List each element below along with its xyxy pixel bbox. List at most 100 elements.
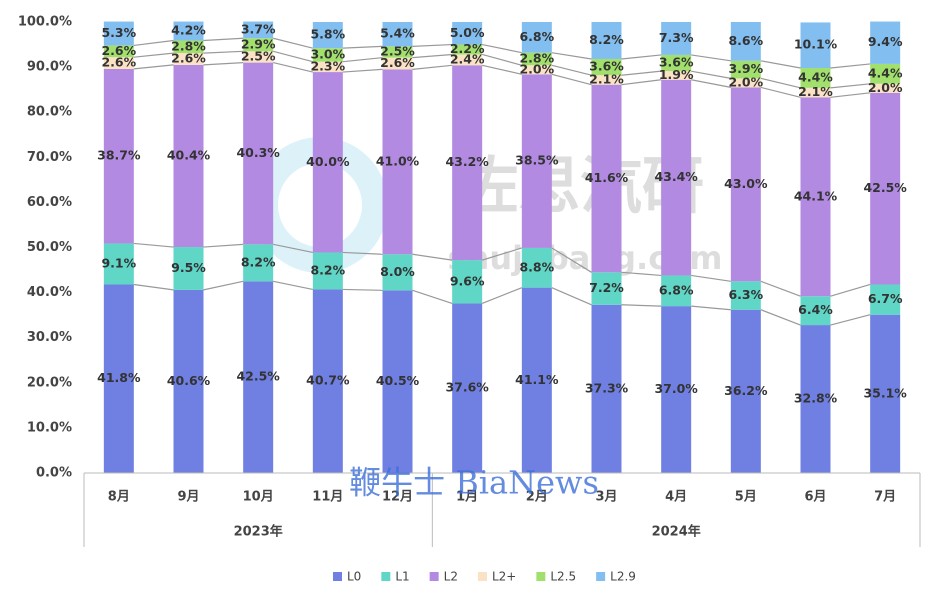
bar-segment [521,247,552,288]
bar-segment [521,52,552,66]
value-label: 2.6% [171,50,206,65]
bar-segment [243,244,274,282]
value-label: 2.6% [101,43,136,58]
bar-segment [661,71,692,80]
bar-segment [452,22,483,45]
bar-segment [800,22,831,69]
legend-label: L2+ [492,570,516,584]
value-label: 9.1% [101,255,136,270]
bar-segment [382,46,413,58]
legend-label: L2.9 [610,570,636,584]
value-label: 2.6% [101,55,136,70]
y-tick-label: 90.0% [27,60,72,75]
legend-swatch [477,572,487,581]
bar-segment [243,38,274,52]
bar-segment [591,22,622,59]
connector-line [133,242,174,248]
connector-line [203,243,244,248]
bar-segment [243,281,274,473]
connector-line [273,62,313,73]
legend-swatch [596,572,606,581]
legend-swatch [429,572,439,581]
bar-segment [173,53,204,65]
bar-segment [870,284,901,315]
bar-segment [103,57,134,69]
bar-segment [103,21,134,46]
connector-line [412,289,453,304]
bar-segment [800,296,831,326]
value-label: 2.8% [519,50,554,65]
connector-line [342,288,383,291]
bar-segment [591,272,622,305]
value-label: 2.5% [380,43,415,58]
bar-segment [870,83,901,93]
bar-segment [382,254,413,291]
connector-line [481,247,523,261]
bar-segment [382,290,413,473]
value-label: 3.7% [241,21,276,36]
connector-line [342,57,383,63]
bar-segment [870,63,901,84]
connector-line [273,50,313,63]
value-label: 36.2% [724,383,768,398]
value-label: 5.3% [101,25,136,40]
bar-segment [521,74,552,248]
connector-line [481,287,523,304]
value-label: 5.0% [450,25,485,40]
value-label: 8.2% [310,262,345,277]
connector-line [830,63,871,69]
connector-line [760,60,801,69]
connector-line [342,251,383,255]
value-label: 2.1% [589,71,624,86]
value-label: 43.4% [654,169,698,184]
legend-label: L2.5 [550,570,576,584]
value-label: 41.6% [585,170,629,185]
value-label: 40.7% [306,373,350,388]
value-label: 3.6% [589,59,624,74]
value-label: 5.8% [310,27,345,42]
value-label: 8.6% [728,33,763,48]
value-label: 43.0% [724,176,768,191]
connector-line [691,54,731,62]
connector-line [760,280,801,297]
value-label: 2.8% [171,38,206,53]
x-tick-label: 4月 [665,490,687,505]
value-label: 2.6% [380,55,415,70]
bar-segment [243,21,274,39]
connector-line [203,50,244,54]
bar-segment [452,65,483,261]
value-label: 42.5% [236,369,280,384]
legend-swatch [536,572,546,581]
connector-line [621,304,662,307]
group-label: 2023年 [234,524,283,540]
x-tick-label: 9月 [177,490,199,505]
connector-line [621,79,662,86]
value-label: 37.3% [585,380,629,395]
value-label: 41.1% [515,372,559,387]
bar-segment [800,87,831,98]
bar-segment [521,287,552,473]
value-label: 2.0% [868,80,903,95]
value-label: 1.9% [659,67,694,82]
legend-label: L1 [395,570,409,584]
connector-line [482,53,522,66]
connector-line [412,43,453,47]
bar-segment [730,60,761,79]
connector-line [482,43,522,54]
x-tick-label: 6月 [804,490,826,505]
bar-segment [730,309,761,473]
y-tick-label: 0.0% [36,466,72,481]
bar-segment [730,22,761,61]
connector-line [133,64,174,70]
value-label: 41.0% [376,153,420,168]
bar-segment [661,79,692,276]
x-tick-label: 5月 [735,490,757,505]
bar-segment [800,68,831,88]
value-label: 8.2% [589,32,624,47]
value-label: 37.0% [654,381,698,396]
x-tick-label: 8月 [108,490,130,505]
connector-line [133,39,174,47]
y-tick-label: 30.0% [27,330,72,345]
connector-line [412,53,453,59]
y-tick-label: 70.0% [27,150,72,165]
